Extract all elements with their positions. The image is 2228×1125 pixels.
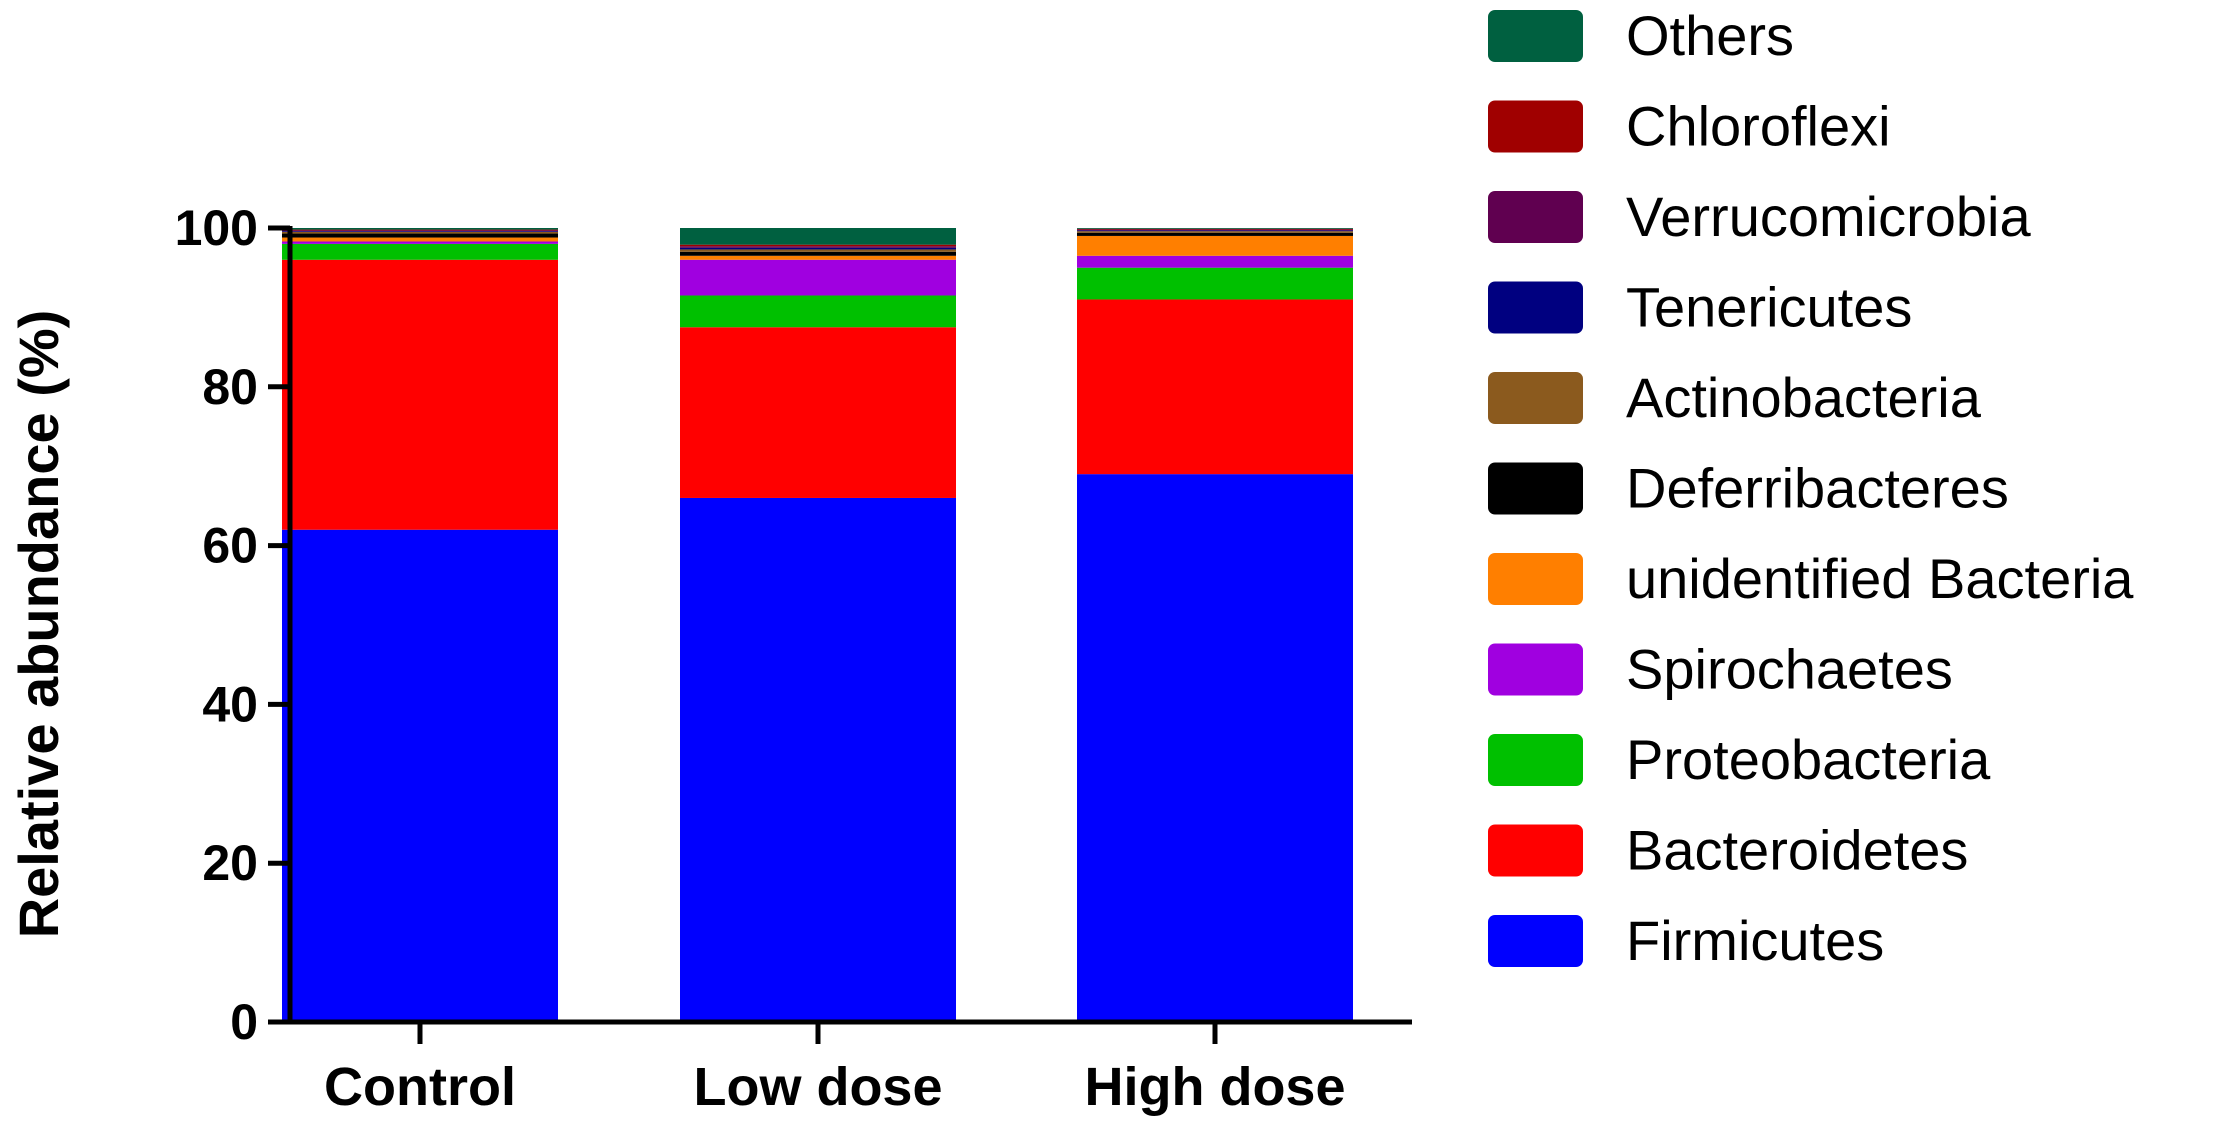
- legend-swatch-chloroflexi: [1488, 100, 1583, 153]
- bar-segment-low-dose-unidentified-bacteria: [680, 255, 956, 260]
- legend-swatch-verrucomicrobia: [1488, 191, 1583, 243]
- legend-label-verrucomicrobia: Verrucomicrobia: [1626, 185, 2031, 248]
- legend-label-firmicutes: Firmicutes: [1626, 909, 1884, 972]
- y-axis-title: Relative abundance (%): [7, 310, 70, 939]
- legend-label-tenericutes: Tenericutes: [1626, 276, 1912, 339]
- legend-item-bacteroidetes: Bacteroidetes: [1488, 819, 1968, 882]
- bar-segment-low-dose-actinobacteria: [680, 249, 956, 252]
- bar-segment-control-spirochaetes: [282, 241, 558, 244]
- bar-segment-control-unidentified-bacteria: [282, 237, 558, 242]
- legend-swatch-others: [1488, 10, 1583, 62]
- bar-segment-high-dose-verrucomicrobia: [1077, 229, 1353, 231]
- bar-segment-high-dose-tenericutes: [1077, 230, 1353, 232]
- y-tick-label-0: 0: [230, 994, 258, 1050]
- bar-segment-high-dose-actinobacteria: [1077, 231, 1353, 233]
- legend-item-unidentified-bacteria: unidentified Bacteria: [1488, 547, 2134, 610]
- bar-segment-low-dose-firmicutes: [680, 497, 956, 1023]
- legend-label-proteobacteria: Proteobacteria: [1626, 728, 1991, 791]
- legend-swatch-bacteroidetes: [1488, 824, 1583, 877]
- legend-swatch-proteobacteria: [1488, 734, 1583, 786]
- legend-item-actinobacteria: Actinobacteria: [1488, 366, 1982, 429]
- bar-segment-high-dose-proteobacteria: [1077, 267, 1353, 300]
- legend-item-chloroflexi: Chloroflexi: [1488, 95, 1891, 158]
- x-tick-label-control: Control: [324, 1057, 516, 1117]
- bar-segment-control-others: [282, 228, 558, 230]
- legend-item-deferribacteres: Deferribacteres: [1488, 457, 2009, 520]
- legend-swatch-spirochaetes: [1488, 643, 1583, 696]
- legend-label-bacteroidetes: Bacteroidetes: [1626, 819, 1968, 882]
- legend-swatch-actinobacteria: [1488, 372, 1583, 424]
- bar-segment-low-dose-others: [680, 228, 956, 245]
- bar-segment-control-tenericutes: [282, 231, 558, 232]
- y-tick-label-100: 100: [175, 200, 258, 256]
- legend-label-chloroflexi: Chloroflexi: [1626, 95, 1891, 158]
- y-tick-label-20: 20: [202, 835, 258, 891]
- bar-segment-control-actinobacteria: [282, 231, 558, 234]
- legend: Others Chloroflexi Verrucomicrobia Tenericu…: [1488, 4, 2134, 972]
- legend-item-firmicutes: Firmicutes: [1488, 909, 1884, 972]
- bar-segment-control-chloroflexi: [282, 229, 558, 231]
- bar-segment-low-dose-verrucomicrobia: [680, 246, 956, 248]
- bar-segment-control-firmicutes: [282, 529, 558, 1022]
- bar-segment-low-dose-bacteroidetes: [680, 327, 956, 498]
- legend-label-unidentified-bacteria: unidentified Bacteria: [1626, 547, 2134, 610]
- bar-segment-control-verrucomicrobia: [282, 230, 558, 232]
- legend-label-actinobacteria: Actinobacteria: [1626, 366, 1982, 429]
- bar-segment-control-bacteroidetes: [282, 259, 558, 530]
- bar-segment-low-dose-chloroflexi: [680, 244, 956, 247]
- bar-segment-high-dose-bacteroidetes: [1077, 299, 1353, 475]
- legend-item-verrucomicrobia: Verrucomicrobia: [1488, 185, 2031, 248]
- bar-segment-high-dose-firmicutes: [1077, 474, 1353, 1022]
- bars-group: [282, 228, 1353, 1023]
- legend-swatch-deferribacteres: [1488, 462, 1583, 515]
- y-tick-label-80: 80: [202, 359, 258, 415]
- legend-swatch-tenericutes: [1488, 281, 1583, 334]
- legend-swatch-unidentified-bacteria: [1488, 553, 1583, 605]
- legend-swatch-firmicutes: [1488, 915, 1583, 967]
- bar-segment-control-deferribacteres: [282, 233, 558, 238]
- y-tick-label-40: 40: [202, 676, 258, 732]
- bar-segment-high-dose-deferribacteres: [1077, 232, 1353, 236]
- x-tick-label-high-dose: High dose: [1084, 1057, 1345, 1117]
- axes-group: 0 20 40 60 80 100 Control Low dose High dose Rela…: [7, 200, 1412, 1117]
- bar-segment-low-dose-tenericutes: [680, 247, 956, 250]
- legend-label-deferribacteres: Deferribacteres: [1626, 457, 2009, 520]
- bar-segment-high-dose-chloroflexi: [1077, 228, 1353, 230]
- bar-segment-high-dose-spirochaetes: [1077, 255, 1353, 268]
- legend-item-tenericutes: Tenericutes: [1488, 276, 1912, 339]
- bar-segment-high-dose-others: [1077, 228, 1353, 229]
- legend-label-spirochaetes: Spirochaetes: [1626, 638, 1953, 701]
- bar-segment-low-dose-proteobacteria: [680, 295, 956, 328]
- legend-item-others: Others: [1488, 4, 1794, 67]
- bar-segment-high-dose-unidentified-bacteria: [1077, 235, 1353, 256]
- y-tick-label-60: 60: [202, 518, 258, 574]
- bar-segment-low-dose-spirochaetes: [680, 259, 956, 296]
- legend-label-others: Others: [1626, 4, 1794, 67]
- bar-segment-control-proteobacteria: [282, 243, 558, 260]
- legend-item-spirochaetes: Spirochaetes: [1488, 638, 1953, 701]
- legend-item-proteobacteria: Proteobacteria: [1488, 728, 1991, 791]
- x-tick-label-low-dose: Low dose: [693, 1057, 942, 1117]
- bar-segment-low-dose-deferribacteres: [680, 251, 956, 256]
